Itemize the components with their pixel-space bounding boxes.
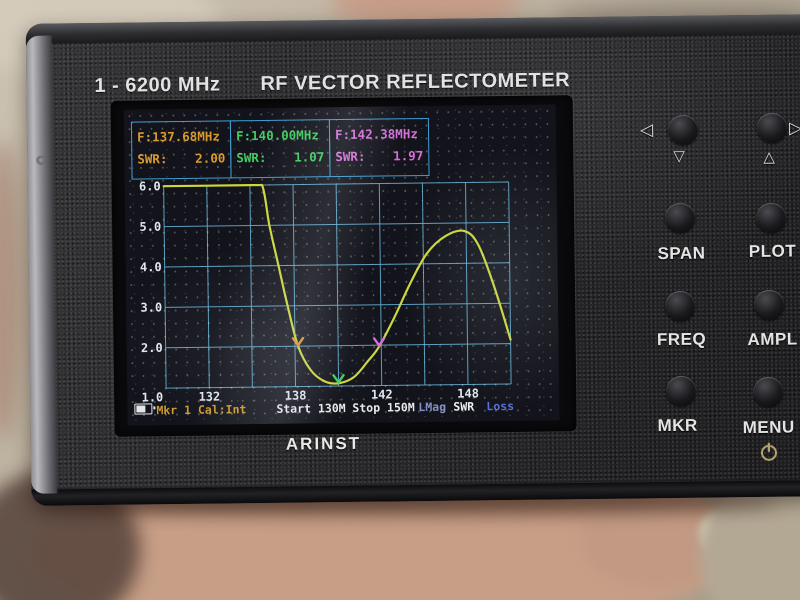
plot-button[interactable] [755, 202, 787, 233]
mode-loss: Loss [486, 398, 515, 414]
menu-button[interactable] [753, 376, 784, 408]
mode-swr-active: SWR [453, 399, 475, 414]
svg-text:142: 142 [371, 387, 393, 401]
screen-bezel: F:137.68MHz SWR: 2.00 F:140.00MHz SWR: 1… [110, 95, 577, 437]
stop-frequency: Stop 150M [352, 400, 415, 415]
device-left-rail [25, 35, 58, 494]
screw [36, 155, 46, 165]
ampl-button[interactable] [753, 289, 785, 320]
nav-left-button[interactable] [667, 114, 699, 146]
nav-right-button[interactable] [756, 112, 788, 143]
plot-label: PLOT [748, 241, 797, 262]
span-label: SPAN [657, 243, 706, 264]
svg-text:1.0: 1.0 [141, 390, 163, 404]
freq-label: FREQ [656, 329, 707, 350]
nav-right-icon: ▷ [788, 118, 800, 138]
svg-text:3.0: 3.0 [140, 300, 162, 314]
span-button[interactable] [664, 202, 696, 234]
mode-lmag: LMag [418, 399, 447, 415]
swr-chart: 6.0 5.0 4.0 3.0 2.0 1.0 132 138 142 148 [139, 179, 512, 404]
frequency-range-label: 1 - 6200 MHz [94, 73, 221, 98]
svg-text:138: 138 [285, 388, 307, 402]
svg-text:2.0: 2.0 [141, 341, 163, 355]
nav-down-icon: ▽ [673, 147, 685, 165]
lcd-display: F:137.68MHz SWR: 2.00 F:140.00MHz SWR: 1… [123, 104, 560, 426]
svg-text:148: 148 [457, 386, 479, 400]
svg-text:6.0: 6.0 [139, 179, 161, 193]
freq-button[interactable] [664, 290, 696, 322]
ampl-label: AMPL [747, 329, 798, 350]
brand-label: ARINST [285, 433, 362, 454]
finger-left [0, 140, 22, 440]
nav-left-icon: ◁ [639, 120, 654, 140]
start-frequency: Start 130M [276, 400, 346, 416]
device-title: RF VECTOR REFLECTOMETER [260, 69, 571, 96]
menu-label: MENU [742, 417, 795, 438]
mkr-button[interactable] [666, 375, 697, 407]
nav-up-icon: △ [763, 148, 776, 166]
svg-text:4.0: 4.0 [140, 260, 162, 274]
marker-calibration-status: Mkr 1 Cal:Int [156, 402, 247, 418]
svg-text:132: 132 [198, 390, 220, 404]
power-icon [760, 442, 777, 461]
battery-icon [134, 403, 153, 415]
svg-text:5.0: 5.0 [139, 220, 161, 234]
arinst-reflectometer-device: 1 - 6200 MHz RF VECTOR REFLECTOMETER F:1… [25, 14, 800, 506]
mkr-label: MKR [657, 415, 698, 436]
